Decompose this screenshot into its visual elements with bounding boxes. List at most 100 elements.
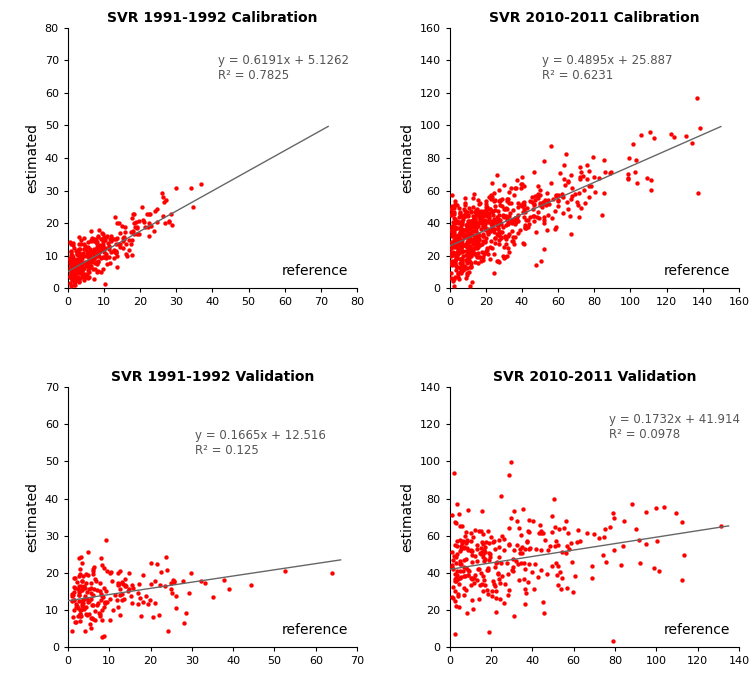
Point xyxy=(460,553,472,564)
Point xyxy=(108,245,120,256)
Point xyxy=(464,232,476,244)
Point xyxy=(78,262,90,274)
Point xyxy=(68,594,80,606)
Point xyxy=(464,246,477,257)
Point xyxy=(123,568,135,579)
Point xyxy=(461,542,473,553)
Point xyxy=(498,252,510,263)
Point xyxy=(539,535,551,546)
Point xyxy=(458,225,470,236)
Point xyxy=(545,177,557,188)
Point xyxy=(512,201,524,212)
Point xyxy=(66,612,78,623)
Point xyxy=(455,237,467,248)
Point xyxy=(75,238,87,249)
Point xyxy=(513,523,525,534)
Point xyxy=(100,251,112,262)
Point xyxy=(448,274,460,285)
Point xyxy=(66,247,78,258)
Point xyxy=(455,237,467,248)
Point xyxy=(82,260,94,271)
Point xyxy=(66,275,78,286)
Point xyxy=(74,252,86,263)
Point xyxy=(97,233,109,244)
Point xyxy=(511,214,523,226)
Point xyxy=(477,528,489,539)
Point xyxy=(78,275,90,286)
Point xyxy=(455,219,467,230)
Title: SVR 1991-1992 Validation: SVR 1991-1992 Validation xyxy=(111,370,314,384)
Point xyxy=(97,237,109,248)
Point xyxy=(459,230,471,241)
Point xyxy=(76,261,88,272)
Point xyxy=(114,242,126,253)
Point xyxy=(85,246,97,257)
Point xyxy=(74,610,86,622)
Point xyxy=(106,575,118,586)
Point xyxy=(70,258,82,269)
Point xyxy=(483,212,495,223)
Point xyxy=(207,592,219,603)
Point xyxy=(477,230,489,242)
Point xyxy=(449,196,461,207)
Point xyxy=(454,258,466,269)
Point xyxy=(142,208,154,219)
Point xyxy=(452,243,464,254)
Point xyxy=(558,523,570,534)
Point xyxy=(223,583,235,594)
Point xyxy=(530,544,542,555)
Point xyxy=(326,568,338,579)
Point xyxy=(461,269,474,280)
Point xyxy=(467,229,479,240)
Point xyxy=(447,246,459,258)
Point xyxy=(449,240,461,251)
Point xyxy=(583,181,595,192)
Point xyxy=(124,583,136,594)
Point xyxy=(482,226,494,237)
Point xyxy=(489,195,501,206)
Point xyxy=(448,221,460,232)
Point xyxy=(516,179,528,190)
Point xyxy=(479,219,491,230)
Point xyxy=(566,169,578,180)
Point xyxy=(100,596,112,608)
Point xyxy=(105,258,117,269)
Point xyxy=(83,584,95,595)
Point xyxy=(101,259,113,270)
Point xyxy=(69,257,81,268)
Point xyxy=(102,238,114,249)
Point xyxy=(492,213,504,224)
Point xyxy=(64,254,76,265)
Point xyxy=(72,255,84,267)
Text: reference: reference xyxy=(282,623,348,637)
Point xyxy=(664,129,676,140)
Point xyxy=(87,263,99,274)
Point xyxy=(75,262,87,273)
Point xyxy=(448,226,460,237)
Point xyxy=(64,253,76,264)
Point xyxy=(72,274,84,285)
Point xyxy=(679,131,691,142)
Point xyxy=(114,610,126,621)
Point xyxy=(462,252,474,263)
Point xyxy=(480,580,492,591)
Point xyxy=(467,193,479,204)
Point xyxy=(456,216,468,228)
Point xyxy=(146,558,158,569)
Point xyxy=(112,601,124,612)
Point xyxy=(538,214,550,226)
Point xyxy=(477,210,489,221)
Point xyxy=(505,182,517,193)
Point xyxy=(463,236,475,247)
Point xyxy=(77,251,89,262)
Point xyxy=(513,224,526,235)
Point xyxy=(509,232,521,243)
Point xyxy=(114,584,126,595)
Point xyxy=(100,534,112,545)
Point xyxy=(72,258,84,269)
Point xyxy=(482,223,494,235)
Point xyxy=(508,189,520,200)
Point xyxy=(502,243,514,254)
Point xyxy=(589,187,601,198)
Point xyxy=(103,251,115,262)
